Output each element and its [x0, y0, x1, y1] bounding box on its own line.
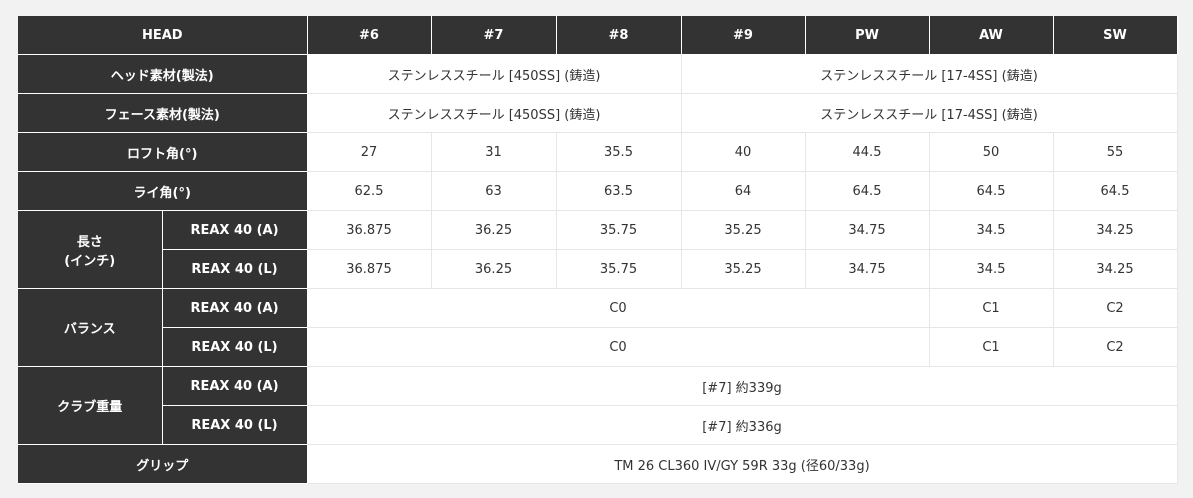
cell: 36.875: [306, 210, 432, 250]
row-label: ライ角(°): [18, 171, 308, 211]
cell: 64.5: [928, 171, 1054, 211]
cell: [#7] 約339g: [306, 366, 1178, 406]
cell: 31: [430, 132, 557, 172]
sub-label: REAX 40 (L): [162, 405, 308, 445]
row-weight-l: REAX 40 (L) [#7] 約336g: [18, 405, 1178, 445]
label-line: (インチ): [64, 253, 116, 269]
cell: 35.75: [555, 210, 682, 250]
cell: 63: [430, 171, 557, 211]
row-lie: ライ角(°) 62.5 63 63.5 64 64.5 64.5 64.5: [18, 171, 1178, 211]
cell: 64.5: [804, 171, 930, 211]
cell: 34.25: [1052, 249, 1178, 289]
cell: 34.25: [1052, 210, 1178, 250]
spec-table: HEAD #6 #7 #8 #9 PW AW SW ヘッド素材(製法) ステンレ…: [18, 16, 1178, 484]
header-6: #6: [306, 16, 432, 55]
cell: 34.5: [928, 210, 1054, 250]
row-label: フェース素材(製法): [18, 93, 308, 133]
row-label: ロフト角(°): [18, 132, 308, 172]
cell: 50: [928, 132, 1054, 172]
header-row: HEAD #6 #7 #8 #9 PW AW SW: [18, 16, 1178, 55]
cell: 44.5: [804, 132, 930, 172]
row-label: 長さ (インチ): [18, 210, 163, 289]
row-balance-a: バランス REAX 40 (A) C0 C1 C2: [18, 288, 1178, 367]
cell: C1: [928, 327, 1054, 367]
cell: C1: [928, 288, 1054, 328]
cell: ステンレススチール [450SS] (鋳造): [306, 54, 682, 94]
header-7: #7: [430, 16, 557, 55]
row-face-material: フェース素材(製法) ステンレススチール [450SS] (鋳造) ステンレスス…: [18, 93, 1178, 133]
row-label: グリップ: [18, 444, 308, 484]
label-line: 長さ: [76, 234, 103, 250]
header-9: #9: [680, 16, 806, 55]
cell: 36.25: [430, 210, 557, 250]
header-aw: AW: [928, 16, 1054, 55]
cell: C0: [306, 288, 930, 328]
header-pw: PW: [804, 16, 930, 55]
cell: 64.5: [1052, 171, 1178, 211]
cell: 63.5: [555, 171, 682, 211]
cell: 36.25: [430, 249, 557, 289]
row-balance-l: REAX 40 (L) C0 C1 C2: [18, 327, 1178, 367]
cell: ステンレススチール [450SS] (鋳造): [306, 93, 682, 133]
header-sw: SW: [1052, 16, 1178, 55]
cell: [#7] 約336g: [306, 405, 1178, 445]
cell: 40: [680, 132, 806, 172]
cell: ステンレススチール [17-4SS] (鋳造): [680, 93, 1178, 133]
cell: C0: [306, 327, 930, 367]
row-label: クラブ重量: [18, 366, 163, 445]
row-length-a: 長さ (インチ) REAX 40 (A) 36.875 36.25 35.75 35.2…: [18, 210, 1178, 289]
cell: C2: [1052, 288, 1178, 328]
cell: 35.25: [680, 249, 806, 289]
cell: 36.875: [306, 249, 432, 289]
sub-label: REAX 40 (A): [161, 366, 308, 406]
cell: 64: [680, 171, 806, 211]
cell: 27: [306, 132, 432, 172]
cell: TM 26 CL360 IV/GY 59R 33g (径60/33g): [306, 444, 1178, 484]
row-weight-a: クラブ重量 REAX 40 (A) [#7] 約339g: [18, 366, 1178, 445]
sub-label: REAX 40 (A): [161, 210, 308, 250]
cell: 35.75: [555, 249, 682, 289]
cell: C2: [1052, 327, 1178, 367]
row-label: バランス: [18, 288, 163, 367]
cell: 34.75: [804, 249, 930, 289]
row-grip: グリップ TM 26 CL360 IV/GY 59R 33g (径60/33g): [18, 444, 1178, 484]
header-head: HEAD: [18, 16, 308, 55]
row-head-material: ヘッド素材(製法) ステンレススチール [450SS] (鋳造) ステンレススチ…: [18, 54, 1178, 94]
cell: 35.25: [680, 210, 806, 250]
sub-label: REAX 40 (L): [162, 249, 308, 289]
row-loft: ロフト角(°) 27 31 35.5 40 44.5 50 55: [18, 132, 1178, 172]
row-label: ヘッド素材(製法): [18, 54, 308, 94]
cell: 55: [1052, 132, 1178, 172]
row-length-l: REAX 40 (L) 36.875 36.25 35.75 35.25 34.75 34.…: [18, 249, 1178, 289]
cell: 34.75: [804, 210, 930, 250]
cell: 34.5: [928, 249, 1054, 289]
sub-label: REAX 40 (A): [161, 288, 308, 328]
cell: 35.5: [555, 132, 682, 172]
cell: ステンレススチール [17-4SS] (鋳造): [680, 54, 1178, 94]
header-8: #8: [555, 16, 682, 55]
cell: 62.5: [306, 171, 432, 211]
sub-label: REAX 40 (L): [162, 327, 308, 367]
